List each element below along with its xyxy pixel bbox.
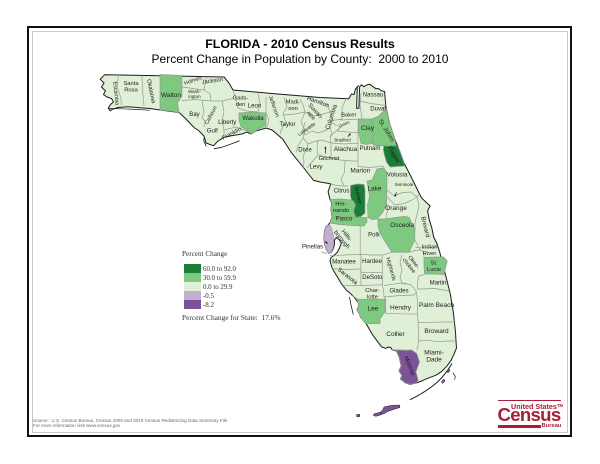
svg-text:Wash-: Wash- xyxy=(188,89,201,94)
svg-text:Duval: Duval xyxy=(370,107,385,113)
svg-text:Alachua: Alachua xyxy=(334,146,358,153)
svg-text:River: River xyxy=(423,251,437,257)
svg-text:Wakulla: Wakulla xyxy=(242,116,264,122)
svg-text:ington: ington xyxy=(188,94,201,99)
svg-text:Lake: Lake xyxy=(367,186,381,193)
svg-text:Baker: Baker xyxy=(341,113,356,119)
svg-text:DeSoto: DeSoto xyxy=(362,275,383,281)
svg-text:Madi-: Madi- xyxy=(286,100,301,106)
svg-text:St.: St. xyxy=(430,261,438,267)
svg-text:Seminole: Seminole xyxy=(395,182,414,187)
svg-text:Gulf: Gulf xyxy=(207,129,218,135)
svg-text:Dade: Dade xyxy=(426,357,442,364)
svg-text:Escambia: Escambia xyxy=(111,81,119,105)
svg-text:Polk: Polk xyxy=(368,232,381,238)
svg-text:Lucie: Lucie xyxy=(427,267,441,273)
svg-text:Rosa: Rosa xyxy=(124,87,138,93)
svg-text:Marion: Marion xyxy=(350,168,370,175)
svg-text:Bay: Bay xyxy=(189,112,199,118)
svg-text:Pinellas: Pinellas xyxy=(302,245,323,251)
svg-text:Dixie: Dixie xyxy=(298,148,312,154)
svg-text:Taylor: Taylor xyxy=(279,122,295,128)
svg-text:Gilchrist: Gilchrist xyxy=(319,156,340,162)
svg-text:Volusia: Volusia xyxy=(387,172,408,179)
svg-text:Union: Union xyxy=(338,119,351,128)
svg-text:Bradford: Bradford xyxy=(334,137,351,142)
svg-text:Holmes: Holmes xyxy=(184,75,203,87)
svg-text:Hardee: Hardee xyxy=(362,259,382,265)
svg-text:Walton: Walton xyxy=(161,92,181,99)
svg-text:Citrus: Citrus xyxy=(334,189,350,195)
svg-text:Palm Beach: Palm Beach xyxy=(419,302,454,309)
svg-text:Pasco: Pasco xyxy=(336,217,353,223)
svg-text:Hendry: Hendry xyxy=(390,304,412,311)
svg-text:Indian: Indian xyxy=(422,245,438,251)
svg-text:Liberty: Liberty xyxy=(218,120,236,126)
svg-text:Orange: Orange xyxy=(385,205,407,212)
svg-text:nando: nando xyxy=(333,208,350,214)
svg-text:Leon: Leon xyxy=(248,104,261,110)
svg-text:Osceola: Osceola xyxy=(390,222,414,229)
svg-text:nee: nee xyxy=(305,111,316,122)
svg-text:Gads-: Gads- xyxy=(233,96,249,102)
svg-text:Brevard: Brevard xyxy=(419,216,430,238)
svg-text:Jackson: Jackson xyxy=(201,77,223,86)
svg-text:Clay: Clay xyxy=(361,125,375,132)
svg-text:den: den xyxy=(236,102,246,108)
svg-text:lotte: lotte xyxy=(367,294,378,300)
svg-text:son: son xyxy=(288,106,297,112)
svg-text:Char-: Char- xyxy=(365,288,380,294)
svg-text:Martin: Martin xyxy=(430,281,447,287)
svg-text:Levy: Levy xyxy=(310,165,323,171)
svg-text:Miami-: Miami- xyxy=(424,350,444,357)
svg-text:Lee: Lee xyxy=(368,306,379,313)
svg-text:Manatee: Manatee xyxy=(332,260,356,266)
svg-text:Putnam: Putnam xyxy=(360,146,381,152)
svg-text:Her-: Her- xyxy=(335,202,346,208)
svg-text:Broward: Broward xyxy=(424,328,449,335)
svg-text:Nassau: Nassau xyxy=(363,93,383,99)
svg-text:Santa: Santa xyxy=(123,81,139,87)
svg-text:Okaloosa: Okaloosa xyxy=(145,79,156,105)
svg-text:Sumter: Sumter xyxy=(353,186,363,205)
svg-text:Glades: Glades xyxy=(389,289,408,295)
svg-text:Collier: Collier xyxy=(386,331,405,338)
